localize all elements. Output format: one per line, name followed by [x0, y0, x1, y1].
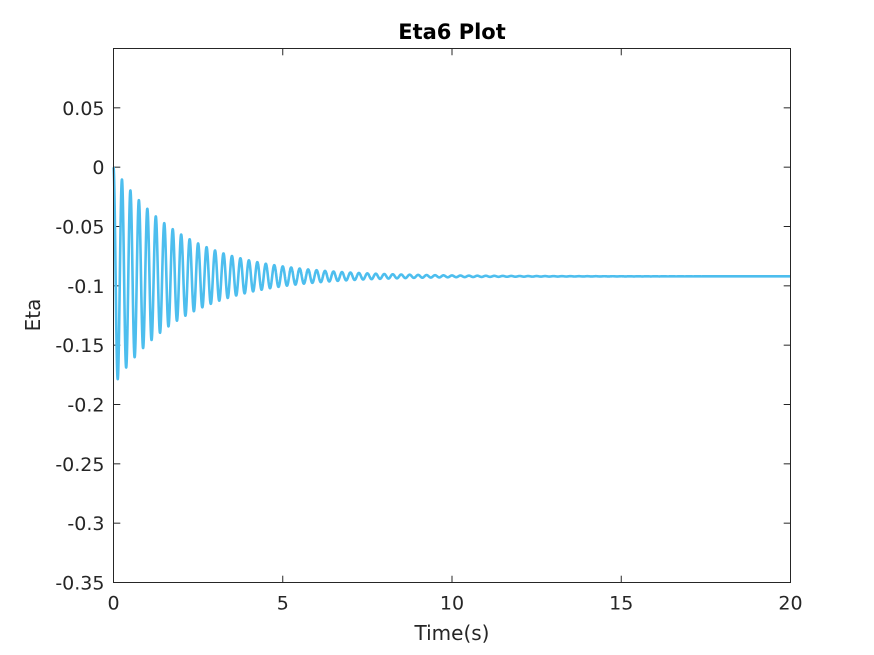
- y-tick-label: -0.35: [55, 573, 104, 595]
- x-axis-label: Time(s): [414, 621, 490, 645]
- eta-series-line: [112, 166, 792, 381]
- x-tick-label: 20: [778, 593, 802, 615]
- plot-frame: [113, 48, 791, 583]
- y-axis-ticks: -0.35 -0.3 -0.25 -0.2 -0.15 -0.1 -0.05 0 0.05: [55, 98, 791, 595]
- y-tick-label: -0.1: [67, 276, 104, 298]
- x-axis-ticks: 0 5 10 15 20: [107, 48, 803, 615]
- y-tick-label: -0.25: [55, 454, 104, 476]
- y-tick-label: 0.05: [62, 98, 104, 120]
- chart-title: Eta6 Plot: [398, 20, 506, 44]
- y-tick-label: -0.3: [67, 513, 104, 535]
- y-tick-label: -0.15: [55, 335, 104, 357]
- x-tick-label: 0: [107, 593, 119, 615]
- x-tick-label: 5: [277, 593, 289, 615]
- x-tick-label: 10: [440, 593, 464, 615]
- x-tick-label: 15: [609, 593, 633, 615]
- y-axis-label: Eta: [21, 299, 45, 332]
- y-tick-label: -0.05: [55, 217, 104, 239]
- y-tick-label: -0.2: [67, 395, 104, 417]
- y-tick-label: 0: [92, 157, 104, 179]
